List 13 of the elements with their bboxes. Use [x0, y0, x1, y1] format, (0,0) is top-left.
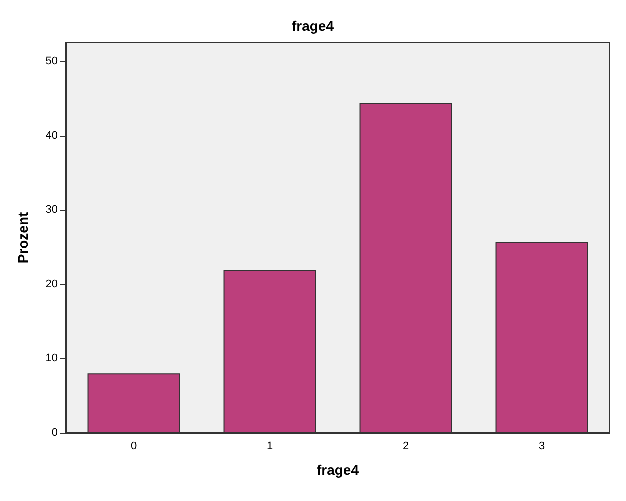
x-tick-label: 2: [402, 440, 410, 452]
x-tick-label: 3: [538, 440, 546, 452]
x-axis-title: frage4: [316, 462, 360, 478]
x-tick-label: 1: [266, 440, 274, 452]
y-tick-label: 40: [46, 130, 58, 142]
y-tick-label: 10: [46, 352, 58, 365]
y-tick-label: 20: [46, 278, 58, 290]
y-tick-label: 30: [46, 204, 58, 216]
y-tick-label: 0: [52, 427, 58, 439]
y-tick-label: 50: [46, 56, 58, 68]
chart-title: frage4: [292, 18, 334, 34]
x-tick-label: 0: [130, 440, 138, 452]
y-axis-title: Prozent: [15, 212, 31, 264]
